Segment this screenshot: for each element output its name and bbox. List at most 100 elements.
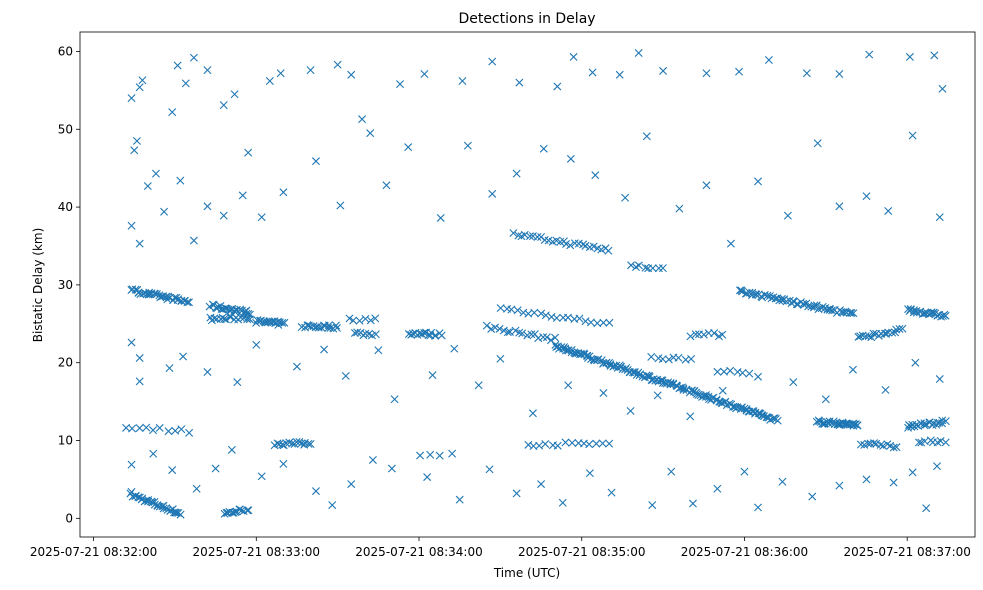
- data-point-marker: [176, 510, 185, 519]
- data-point-marker: [512, 169, 521, 178]
- data-point-marker: [738, 287, 747, 296]
- data-point-marker: [347, 70, 356, 79]
- data-point-marker: [561, 438, 570, 447]
- data-point-marker: [647, 352, 656, 361]
- data-point-marker: [474, 381, 483, 390]
- data-point-marker: [539, 333, 548, 342]
- data-point-marker: [648, 501, 657, 510]
- data-point-marker: [688, 499, 697, 508]
- data-point-marker: [297, 323, 306, 332]
- data-point-marker: [853, 421, 862, 430]
- data-point-marker: [607, 488, 616, 497]
- data-point-marker: [496, 304, 505, 313]
- data-point-marker: [605, 439, 614, 448]
- data-point-marker: [387, 464, 396, 473]
- data-point-marker: [177, 297, 186, 305]
- data-point-marker: [382, 181, 391, 190]
- data-point-marker: [509, 229, 518, 238]
- data-point-marker: [285, 438, 294, 447]
- data-point-marker: [675, 204, 684, 213]
- data-point-marker: [176, 176, 185, 185]
- data-point-marker: [884, 206, 893, 215]
- data-point-marker: [615, 70, 624, 79]
- data-point-marker: [569, 52, 578, 61]
- data-point-marker: [710, 329, 719, 338]
- data-point-marker: [404, 143, 413, 152]
- data-point-marker: [674, 353, 683, 362]
- data-point-marker: [211, 464, 220, 473]
- data-point-marker: [455, 495, 464, 504]
- data-point-marker: [568, 438, 577, 447]
- data-point-marker: [621, 193, 630, 202]
- data-point-marker: [664, 355, 673, 364]
- data-point-marker: [311, 157, 320, 166]
- y-tick-label: 50: [58, 122, 73, 136]
- data-point-marker: [634, 261, 643, 270]
- data-point-marker: [686, 412, 695, 421]
- data-point-marker: [667, 467, 676, 476]
- data-point-marker: [634, 49, 643, 57]
- data-point-marker: [752, 290, 761, 299]
- data-point-marker: [585, 469, 594, 478]
- data-point-marker: [908, 131, 917, 140]
- data-point-marker: [553, 82, 562, 91]
- data-point-marker: [237, 506, 246, 515]
- data-point-marker: [735, 286, 744, 295]
- data-point-marker: [511, 326, 520, 335]
- data-point-marker: [588, 68, 597, 77]
- data-point-marker: [581, 241, 590, 250]
- y-tick-label: 10: [58, 434, 73, 448]
- data-point-marker: [627, 261, 636, 270]
- data-point-marker: [143, 182, 152, 191]
- data-point-marker: [911, 358, 920, 367]
- data-point-marker: [371, 330, 380, 339]
- data-point-marker: [558, 498, 567, 507]
- data-point-marker: [528, 409, 537, 418]
- data-point-marker: [435, 451, 444, 460]
- data-point-marker: [366, 129, 375, 138]
- data-point-marker: [658, 264, 667, 273]
- data-point-marker: [341, 371, 350, 380]
- data-point-marker: [282, 439, 291, 448]
- data-point-marker: [737, 403, 746, 412]
- x-tick-label: 2025-07-21 08:34:00: [355, 545, 482, 559]
- data-point-marker: [789, 378, 798, 387]
- data-point-marker: [530, 308, 539, 317]
- data-point-marker: [136, 290, 145, 299]
- data-point-marker: [135, 424, 144, 433]
- data-point-marker: [177, 425, 186, 434]
- data-point-marker: [524, 440, 533, 449]
- data-point-marker: [127, 221, 136, 230]
- data-point-marker: [306, 66, 315, 75]
- data-point-marker: [496, 354, 505, 363]
- data-point-marker: [653, 391, 662, 400]
- data-point-marker: [941, 311, 950, 320]
- data-point-marker: [244, 148, 253, 157]
- data-point-marker: [149, 426, 158, 435]
- data-point-marker: [495, 324, 504, 333]
- data-point-marker: [420, 328, 429, 337]
- data-point-marker: [525, 232, 534, 241]
- data-point-marker: [870, 439, 879, 448]
- data-point-marker: [862, 475, 871, 484]
- data-point-marker: [135, 239, 144, 248]
- data-point-marker: [754, 372, 763, 381]
- data-point-marker: [276, 69, 285, 78]
- data-point-marker: [155, 423, 164, 432]
- data-point-marker: [488, 189, 497, 198]
- data-point-marker: [183, 298, 192, 307]
- data-point-marker: [938, 419, 946, 428]
- data-point-marker: [764, 56, 773, 65]
- data-point-marker: [361, 314, 370, 323]
- data-point-marker: [564, 313, 572, 322]
- data-point-marker: [553, 441, 562, 450]
- data-point-marker: [738, 368, 747, 377]
- data-point-marker: [448, 449, 457, 458]
- data-point-marker: [458, 77, 467, 86]
- y-axis: 0 10 20 30 40 50 60: [58, 44, 80, 525]
- data-point-marker: [358, 115, 367, 124]
- data-point-marker: [512, 489, 521, 498]
- data-point-marker: [585, 440, 594, 449]
- data-point-marker: [130, 146, 139, 155]
- data-point-marker: [428, 371, 437, 380]
